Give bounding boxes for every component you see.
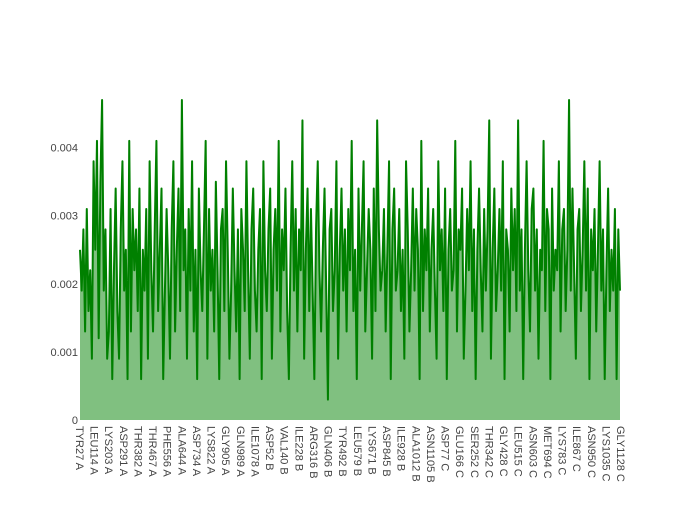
- series-area-fill: [80, 100, 620, 420]
- x-tick-label: ALA1012 B: [409, 426, 421, 482]
- x-tick-label: ARG316 B: [307, 426, 319, 479]
- x-tick-label: THR382 A: [131, 426, 143, 477]
- x-tick-label: ASP77 C: [439, 426, 451, 471]
- y-tick-label: 0.001: [50, 347, 78, 359]
- x-tick-label: ASP52 B: [263, 426, 275, 471]
- plot-area: [79, 99, 621, 420]
- x-tick-label: LEU114 A: [88, 426, 100, 475]
- y-tick-label: 0.002: [50, 279, 78, 291]
- x-tick-label: GLY428 C: [497, 426, 509, 477]
- x-tick-label: ASP845 B: [380, 426, 392, 477]
- x-tick-label: LYS783 C: [556, 426, 568, 475]
- x-tick-label: ILE867 C: [570, 426, 582, 472]
- x-tick-label: ASN1105 B: [424, 426, 436, 483]
- x-tick-label: GLY905 A: [219, 426, 231, 476]
- x-tick-label: ASN603 C: [526, 426, 538, 478]
- x-tick-label: ASP291 A: [117, 426, 129, 477]
- x-tick-label: GLN406 B: [322, 426, 334, 477]
- x-tick-label: GLY1128 C: [614, 426, 626, 482]
- y-tick-label: 0.003: [50, 211, 78, 223]
- x-tick-label: THR467 A: [146, 426, 158, 477]
- x-tick-label: PHE556 A: [161, 426, 173, 477]
- x-tick-label: VAL140 B: [278, 426, 290, 475]
- x-tick-label: ILE228 B: [292, 426, 304, 471]
- x-tick-label: THR342 C: [482, 426, 494, 478]
- series-line: [79, 99, 621, 401]
- y-axis: 0 0.001 0.002 0.003 0.004: [50, 143, 78, 427]
- x-tick-label: ASP734 A: [190, 426, 202, 477]
- x-tick-label: ALA644 A: [175, 426, 187, 476]
- x-tick-label: LYS203 A: [102, 426, 114, 475]
- x-tick-label: GLU166 C: [453, 426, 465, 478]
- x-tick-label: TYR27 A: [73, 426, 85, 471]
- y-tick-label: 0: [72, 415, 78, 427]
- x-tick-label: GLN989 A: [234, 426, 246, 477]
- x-tick-label: LEU579 B: [351, 426, 363, 476]
- x-tick-label: LEU515 C: [512, 426, 524, 477]
- x-tick-label: ILE1078 A: [248, 426, 260, 477]
- x-tick-label: LYS822 A: [205, 426, 217, 475]
- x-tick-label: MET694 C: [541, 426, 553, 479]
- x-tick-label: LYS1035 C: [599, 426, 611, 482]
- x-tick-label: LYS671 B: [365, 426, 377, 475]
- x-tick-label: TYR492 B: [336, 426, 348, 477]
- x-tick-label: ASN950 C: [585, 426, 597, 478]
- x-tick-label: ILE928 B: [395, 426, 407, 471]
- y-tick-label: 0.004: [50, 143, 78, 155]
- x-tick-label: SER252 C: [468, 426, 480, 478]
